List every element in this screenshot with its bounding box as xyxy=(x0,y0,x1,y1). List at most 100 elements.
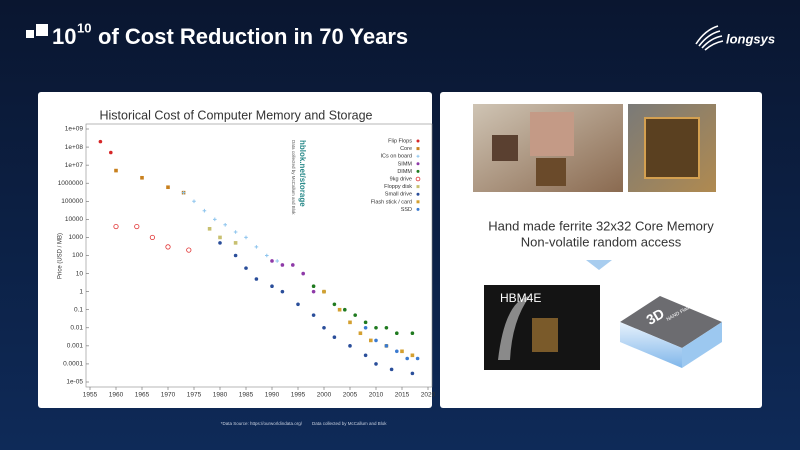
point xyxy=(332,302,337,307)
point xyxy=(384,325,389,330)
point xyxy=(311,284,316,289)
point xyxy=(213,217,217,222)
legend-label: Small drive xyxy=(385,192,412,198)
point xyxy=(140,175,144,180)
legend-marker xyxy=(416,154,420,158)
point xyxy=(395,349,399,354)
point xyxy=(296,302,300,307)
y-tick-label: 1000000 xyxy=(58,180,84,187)
point xyxy=(165,244,171,250)
x-tick-label: 1985 xyxy=(239,392,254,399)
point xyxy=(233,241,238,245)
point xyxy=(301,271,306,276)
photo-detail xyxy=(644,117,700,179)
point xyxy=(410,331,415,336)
title: 10 xyxy=(52,24,76,49)
y-tick-label: 1e+08 xyxy=(65,144,84,151)
point xyxy=(311,313,316,317)
x-tick-label: 1965 xyxy=(135,392,150,399)
legend-label: DIMM xyxy=(397,169,412,175)
photo-detail xyxy=(620,322,682,368)
point xyxy=(337,307,342,312)
y-tick-label: 1000 xyxy=(69,234,84,241)
y-tick-label: 1e+07 xyxy=(65,162,84,169)
watermark-note: Data collected by McCallum and Blok xyxy=(291,140,296,215)
point xyxy=(181,190,186,195)
x-tick-label: 1990 xyxy=(265,392,280,399)
point xyxy=(348,320,352,325)
arrow xyxy=(586,260,612,270)
point xyxy=(186,247,192,253)
x-tick-label: 2020 xyxy=(421,392,436,399)
legend-marker xyxy=(416,169,420,173)
point xyxy=(410,353,415,358)
y-tick-label: 0.0001 xyxy=(63,361,83,368)
legend-marker xyxy=(416,139,420,143)
point xyxy=(254,245,259,249)
photo-detail xyxy=(498,296,530,360)
point xyxy=(113,223,119,230)
x-tick-label: 2015 xyxy=(395,392,410,399)
point xyxy=(218,241,222,245)
legend-label: Flash stick / card xyxy=(371,199,412,205)
point xyxy=(149,234,155,241)
point xyxy=(114,168,118,173)
point xyxy=(202,208,207,213)
y-tick-label: 100 xyxy=(72,252,83,259)
legend-label: SSD xyxy=(401,207,412,213)
point xyxy=(265,253,269,258)
point xyxy=(192,199,196,204)
photo-detail xyxy=(536,158,566,186)
point xyxy=(363,320,368,325)
point xyxy=(374,325,378,330)
point xyxy=(280,289,285,294)
point xyxy=(270,284,274,289)
caption: Non-volatile random access xyxy=(521,234,682,249)
legend-label: Flip Flops xyxy=(388,138,412,144)
point xyxy=(395,331,399,336)
legend-marker xyxy=(415,176,421,182)
point xyxy=(311,289,316,294)
point xyxy=(384,344,389,348)
point xyxy=(332,335,337,340)
legend-marker xyxy=(416,200,420,204)
legend-marker xyxy=(416,185,420,189)
legend-label: ICs on board xyxy=(381,154,413,160)
point xyxy=(244,235,248,240)
point xyxy=(343,307,347,312)
point xyxy=(400,349,404,354)
y-tick-label: 0.001 xyxy=(67,343,84,350)
point xyxy=(109,150,113,155)
y-tick-label: 1e-05 xyxy=(66,379,83,386)
point xyxy=(389,367,394,372)
legend-box xyxy=(328,135,426,215)
watermark: hblok.net/storage xyxy=(298,140,307,207)
point xyxy=(322,289,326,294)
point xyxy=(410,371,415,376)
footnote: Data collected by McCallum and Blok xyxy=(312,421,387,426)
photo-detail xyxy=(620,296,722,348)
point xyxy=(280,263,285,267)
point xyxy=(374,362,378,366)
point xyxy=(270,259,274,263)
point xyxy=(207,227,212,231)
caption: Hand made ferrite 32x32 Core Memory xyxy=(488,218,714,233)
point xyxy=(353,313,358,317)
legend-marker xyxy=(416,147,420,151)
legend-label: Floppy disk xyxy=(384,184,412,190)
point xyxy=(363,325,368,330)
point xyxy=(244,266,248,270)
title-icon xyxy=(26,30,34,38)
x-tick-label: 1955 xyxy=(83,392,98,399)
y-tick-label: 10000 xyxy=(65,216,83,223)
y-tick-label: 1e+09 xyxy=(65,126,84,133)
legend-marker xyxy=(416,162,420,166)
image-label: HBM4E xyxy=(500,291,541,305)
x-tick-label: 1980 xyxy=(213,392,228,399)
title-icon xyxy=(36,24,48,36)
image-label: 3D xyxy=(643,305,667,328)
point xyxy=(254,277,259,281)
logo: longsys xyxy=(726,31,775,46)
point xyxy=(218,235,222,240)
